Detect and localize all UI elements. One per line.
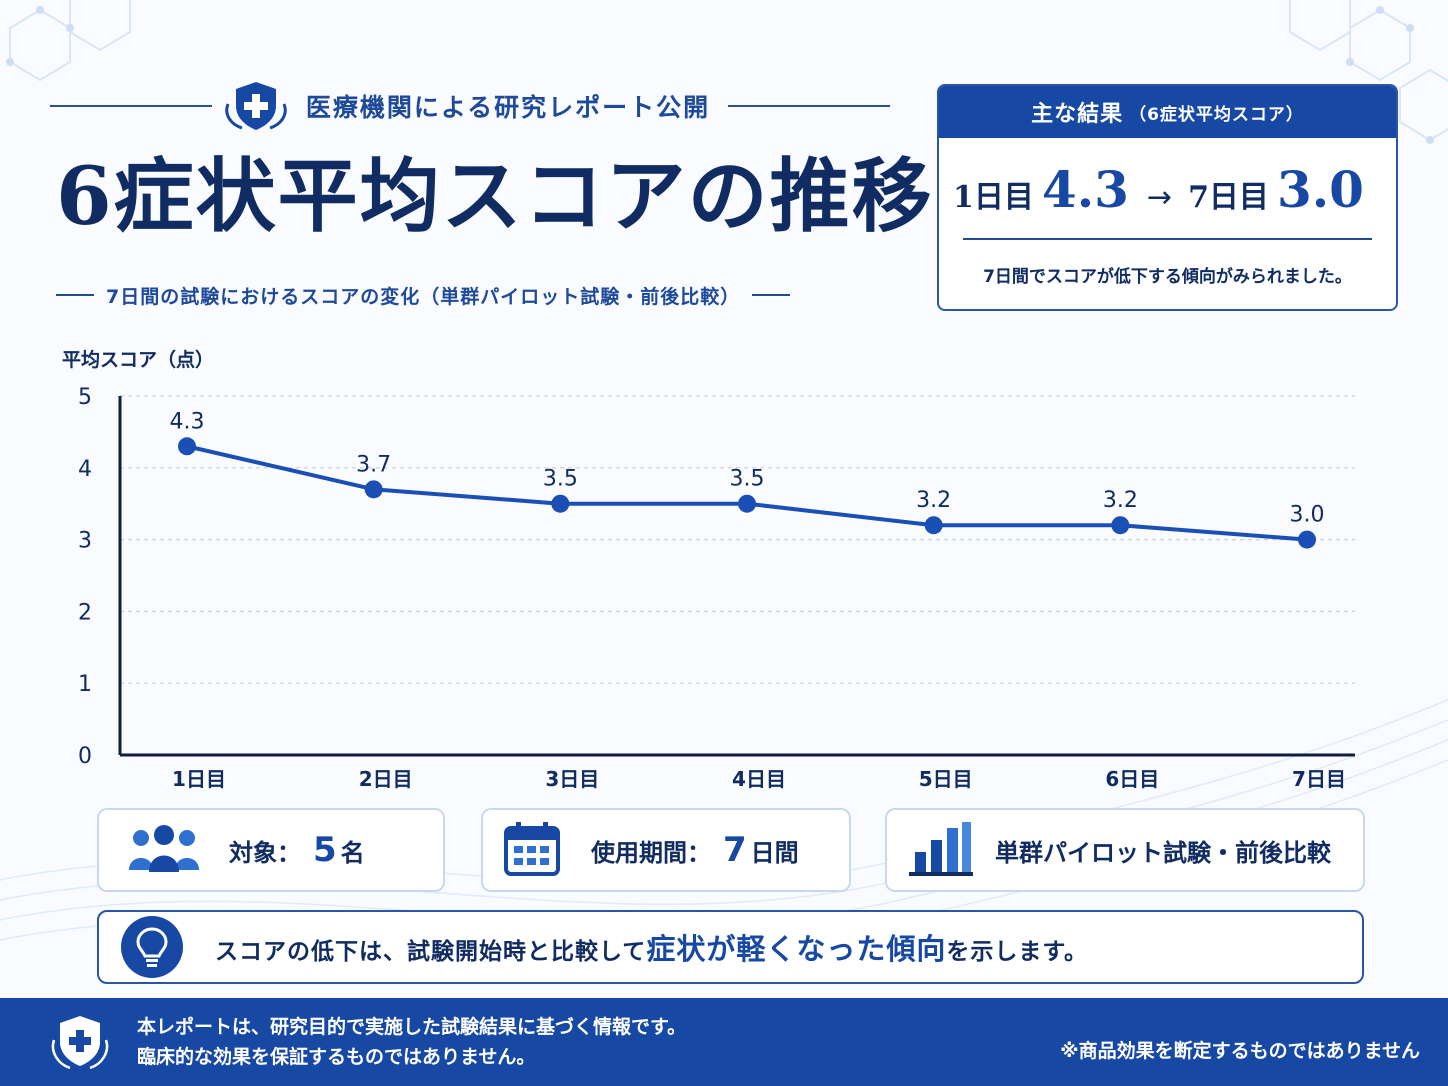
period-unit: 日間 bbox=[750, 838, 799, 867]
shield-cross-icon bbox=[212, 78, 300, 134]
start-day-label: 1日目 bbox=[953, 180, 1034, 215]
key-result-card: 主な結果 （6症状平均スコア） 1日目 4.3 → 7日目 3.0 7日間でスコ… bbox=[937, 84, 1398, 311]
x-tick-label: 5日目 bbox=[919, 767, 973, 791]
subtitle-rule-right bbox=[752, 294, 791, 296]
y-tick-label: 1 bbox=[78, 672, 92, 697]
page-title: 6症状平均スコアの推移 bbox=[56, 149, 934, 243]
eyebrow-text: 医療機関による研究レポート公開 bbox=[305, 93, 711, 122]
data-point bbox=[1111, 516, 1130, 535]
key-result-heading-text: 主な結果 bbox=[1031, 102, 1124, 127]
arrow-icon: → bbox=[1146, 180, 1173, 215]
y-axis-label: 平均スコア（点） bbox=[62, 348, 214, 371]
data-label: 3.2 bbox=[916, 488, 951, 513]
footer-disclaimer: ※商品効果を断定するものではありません bbox=[1060, 1040, 1420, 1062]
end-day-label: 7日目 bbox=[1188, 180, 1269, 215]
start-value: 4.3 bbox=[1041, 160, 1129, 219]
line-chart: 平均スコア（点） 0 1 2 3 4 5 1日目 2日目 3日目 4日目 5日目 6日目 7日目 4.3 3.… bbox=[0, 330, 1448, 800]
series-line bbox=[186, 444, 1308, 542]
subtitle-text: 7日間の試験におけるスコアの変化（単群パイロット試験・前後比較） bbox=[106, 285, 741, 308]
data-point bbox=[364, 480, 383, 499]
data-label: 3.0 bbox=[1290, 503, 1325, 528]
study-design-card: 単群パイロット試験・前後比較 bbox=[885, 808, 1365, 892]
key-result-divider bbox=[963, 238, 1372, 240]
calendar-icon bbox=[503, 820, 561, 880]
data-label: 4.3 bbox=[170, 409, 205, 434]
data-point bbox=[924, 516, 943, 535]
footer-notice: 本レポートは、研究目的で実施した試験結果に基づく情報です。 臨床的な効果を保証す… bbox=[137, 1012, 686, 1072]
interpretation-note: スコアの低下は、試験開始時と比較して症状が軽くなった傾向を示します。 bbox=[97, 910, 1364, 984]
lightbulb-icon bbox=[121, 916, 183, 978]
x-tick-label: 6日目 bbox=[1105, 767, 1159, 791]
data-label: 3.5 bbox=[543, 467, 578, 492]
footer-shield-icon bbox=[44, 1012, 116, 1076]
subjects-card: 対象： 5 名 bbox=[97, 808, 445, 892]
data-point bbox=[1298, 530, 1316, 549]
interpretation-part2: を示します。 bbox=[946, 939, 1089, 965]
x-tick-label: 7日目 bbox=[1292, 767, 1346, 791]
data-label: 3.7 bbox=[356, 452, 391, 477]
key-result-note: 7日間でスコアが低下する傾向がみられました。 bbox=[983, 267, 1352, 287]
x-tick-label: 4日目 bbox=[732, 767, 786, 791]
footer-line-2: 臨床的な効果を保証するものではありません。 bbox=[137, 1046, 536, 1068]
data-point bbox=[178, 437, 196, 456]
subjects-value: 5 bbox=[313, 830, 337, 870]
data-label: 3.5 bbox=[730, 467, 765, 492]
x-tick-label: 2日目 bbox=[359, 767, 413, 791]
line-chart-svg: 平均スコア（点） 0 1 2 3 4 5 1日目 2日目 3日目 4日目 5日目 6日目 7日目 4.3 3.… bbox=[62, 348, 1355, 791]
key-result-heading-note: （6症状平均スコア） bbox=[1129, 104, 1304, 125]
page-subtitle: 7日間の試験におけるスコアの変化（単群パイロット試験・前後比較） bbox=[56, 280, 896, 310]
footer: 本レポートは、研究目的で実施した試験結果に基づく情報です。 臨床的な効果を保証す… bbox=[0, 998, 1448, 1086]
x-tick-label: 3日目 bbox=[545, 767, 599, 791]
x-tick-label: 1日目 bbox=[172, 767, 226, 791]
interpretation-part1: スコアの低下は、試験開始時と比較して bbox=[215, 939, 647, 965]
data-point bbox=[738, 494, 756, 513]
subjects-label: 対象： bbox=[229, 838, 301, 867]
eyebrow-rule-right bbox=[728, 105, 891, 107]
y-tick-label: 4 bbox=[78, 457, 92, 482]
bar-chart-icon bbox=[909, 820, 973, 880]
subtitle-rule-left bbox=[56, 294, 94, 296]
period-card: 使用期間： 7 日間 bbox=[481, 808, 851, 892]
end-value: 3.0 bbox=[1276, 160, 1364, 219]
interpretation-text: スコアの低下は、試験開始時と比較して症状が軽くなった傾向を示します。 bbox=[215, 926, 1088, 968]
study-design-text: 単群パイロット試験・前後比較 bbox=[995, 838, 1331, 867]
y-tick-label: 3 bbox=[78, 529, 92, 554]
y-tick-label: 5 bbox=[78, 385, 92, 410]
period-label: 使用期間： bbox=[591, 838, 711, 867]
y-tick-label: 0 bbox=[78, 744, 92, 769]
data-point bbox=[551, 494, 570, 513]
period-value: 7 bbox=[723, 830, 747, 870]
key-result-values: 1日目 4.3 → 7日目 3.0 bbox=[939, 138, 1396, 238]
report-eyebrow: 医療機関による研究レポート公開 bbox=[50, 78, 891, 134]
y-tick-label: 2 bbox=[78, 600, 92, 625]
data-label: 3.2 bbox=[1103, 488, 1138, 513]
eyebrow-rule-left bbox=[50, 105, 212, 107]
footer-line-1: 本レポートは、研究目的で実施した試験結果に基づく情報です。 bbox=[137, 1016, 687, 1038]
people-icon bbox=[127, 824, 201, 876]
key-result-heading: 主な結果 （6症状平均スコア） bbox=[939, 86, 1396, 138]
subjects-unit: 名 bbox=[340, 838, 365, 867]
interpretation-emphasis: 症状が軽くなった傾向 bbox=[646, 932, 947, 966]
